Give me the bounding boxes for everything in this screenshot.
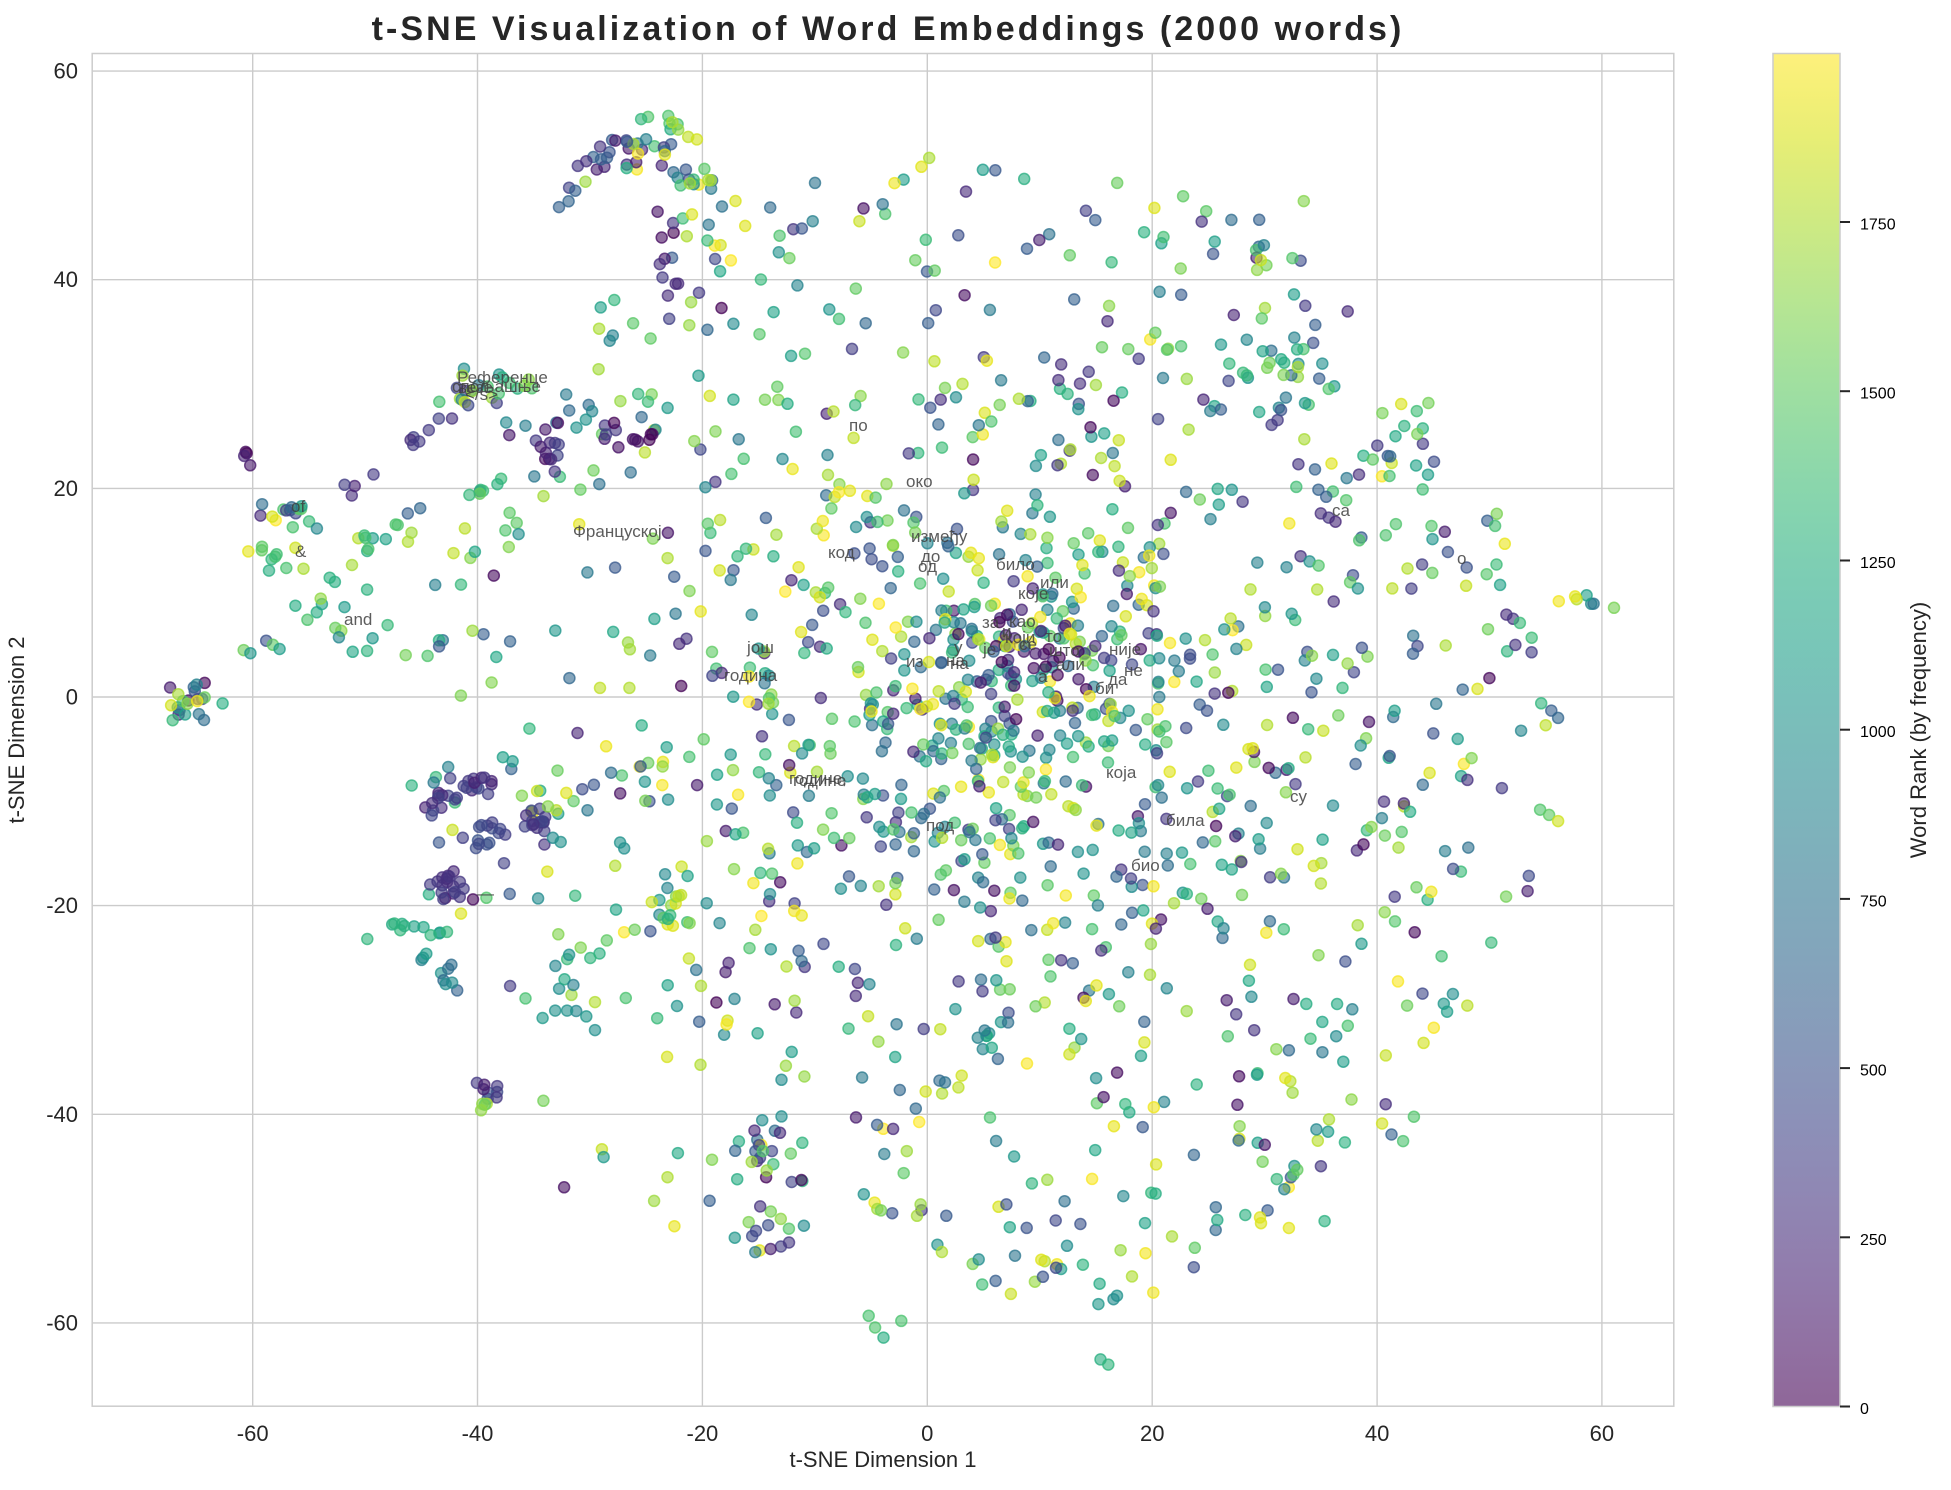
- svg-text:0: 0: [921, 1421, 933, 1446]
- svg-text:за: за: [982, 613, 1000, 632]
- svg-text:-60: -60: [237, 1421, 269, 1446]
- svg-text:се: се: [1019, 635, 1037, 654]
- svg-text:под: под: [926, 816, 954, 835]
- svg-text:са: са: [1332, 501, 1351, 520]
- svg-text:о: о: [1457, 549, 1466, 568]
- svg-text:t-SNE Dimension 1: t-SNE Dimension 1: [789, 1447, 976, 1472]
- svg-text:60: 60: [54, 59, 78, 84]
- svg-text:код: код: [828, 543, 855, 562]
- svg-text:40: 40: [1365, 1421, 1389, 1446]
- svg-text:—: —: [477, 884, 494, 903]
- svg-text:године: године: [793, 771, 846, 790]
- svg-text:-40: -40: [46, 1102, 78, 1127]
- svg-text:али: али: [1056, 655, 1085, 674]
- svg-text:40: 40: [54, 267, 78, 292]
- svg-text:још: још: [746, 638, 774, 657]
- svg-text:године,: године,: [789, 769, 847, 788]
- svg-text:1500: 1500: [1860, 386, 1896, 403]
- svg-text:која: која: [1106, 763, 1137, 782]
- svg-text:t-SNE Dimension 2: t-SNE Dimension 2: [4, 636, 29, 823]
- svg-text:између: између: [911, 527, 968, 546]
- svg-text:које: које: [1018, 584, 1048, 603]
- svg-text:у: у: [954, 638, 963, 657]
- svg-text:-20: -20: [46, 893, 78, 918]
- svg-text:and: and: [344, 610, 372, 629]
- svg-text:који: који: [1005, 628, 1035, 647]
- svg-text:Француској: Француској: [573, 522, 662, 541]
- svg-text:као: као: [1009, 612, 1036, 631]
- svg-text:око: око: [906, 472, 933, 491]
- svg-text:250: 250: [1860, 1232, 1887, 1249]
- svg-text:60: 60: [1590, 1421, 1614, 1446]
- svg-text:</s>: </s>: [465, 385, 498, 404]
- svg-text:од: од: [918, 557, 937, 576]
- svg-text:и: и: [1002, 622, 1012, 641]
- svg-text:по: по: [849, 416, 868, 435]
- svg-text:-20: -20: [687, 1421, 719, 1446]
- svg-text:не: не: [1124, 661, 1143, 680]
- svg-text:да: да: [1108, 670, 1128, 689]
- svg-text:на: на: [946, 651, 965, 670]
- svg-text:би: би: [1095, 679, 1114, 698]
- svg-text:су: су: [1290, 787, 1308, 806]
- svg-text:500: 500: [1860, 1063, 1887, 1080]
- svg-text:није: није: [1109, 640, 1141, 659]
- svg-text:-40: -40: [462, 1421, 494, 1446]
- svg-text:20: 20: [54, 476, 78, 501]
- svg-text:што: што: [1049, 641, 1080, 660]
- svg-text:&: &: [295, 542, 307, 561]
- svg-text:0: 0: [1860, 1401, 1869, 1418]
- svg-text:-60: -60: [46, 1310, 78, 1335]
- svg-text:или: или: [1040, 573, 1069, 592]
- svg-text:била: била: [1166, 811, 1205, 830]
- svg-text:20: 20: [1140, 1421, 1164, 1446]
- svg-text:година: година: [724, 666, 778, 685]
- svg-text:спољашње: спољашње: [452, 377, 541, 396]
- svg-text:био: био: [1131, 856, 1160, 875]
- svg-text:1250: 1250: [1860, 555, 1896, 572]
- svg-text:Word Rank (by frequency): Word Rank (by frequency): [1906, 602, 1931, 858]
- svg-text:било: било: [996, 555, 1035, 574]
- svg-text:Референце: Референце: [457, 368, 548, 387]
- svg-text:је: је: [982, 640, 996, 659]
- svg-text:1000: 1000: [1860, 724, 1896, 741]
- svg-text:1750: 1750: [1860, 217, 1896, 234]
- svg-text:а: а: [1038, 667, 1048, 686]
- svg-text:то: то: [1045, 627, 1062, 646]
- svg-text:на: на: [950, 654, 969, 673]
- svg-text:везе: везе: [458, 378, 493, 397]
- svg-text:of: of: [291, 497, 305, 516]
- svg-text:t-SNE Visualization of Word Em: t-SNE Visualization of Word Embeddings (…: [372, 10, 1405, 48]
- svg-text:750: 750: [1860, 893, 1887, 910]
- svg-text:из: из: [906, 652, 923, 671]
- svg-text:до: до: [921, 547, 940, 566]
- svg-text:0: 0: [66, 685, 78, 710]
